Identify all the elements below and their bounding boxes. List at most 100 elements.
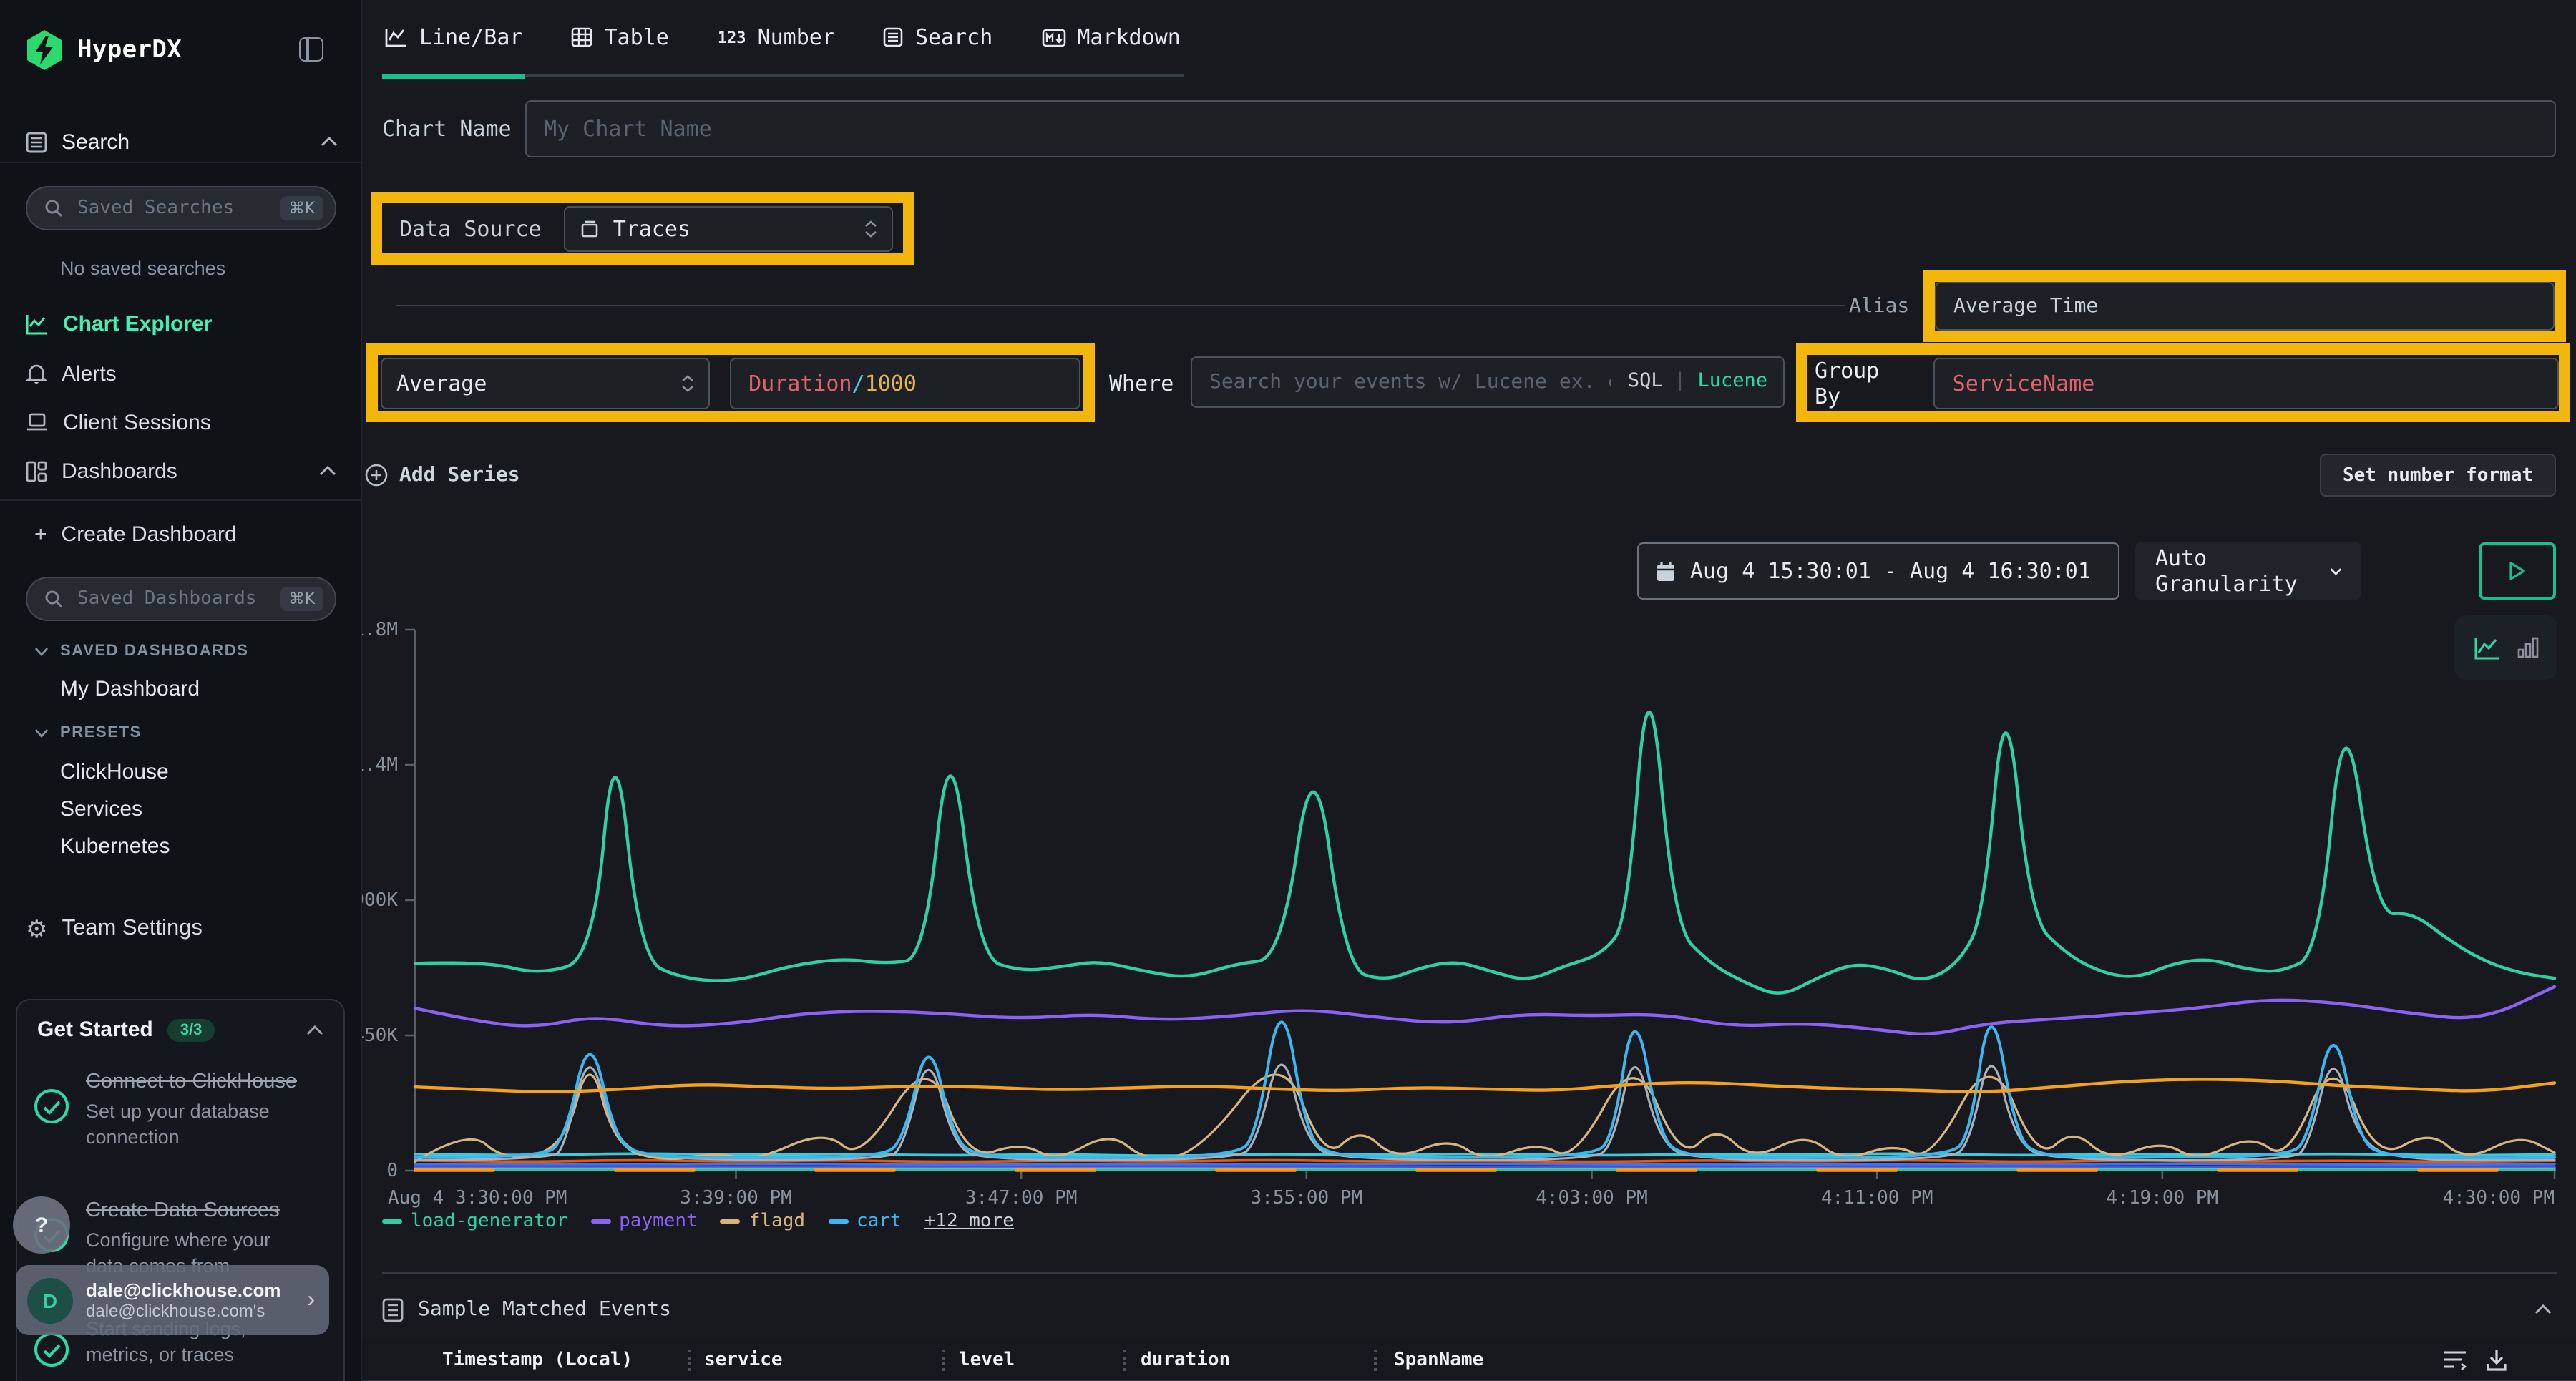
sidebar-item-dashboards[interactable]: Dashboards [0, 452, 362, 489]
sidebar-item-label: Chart Explorer [63, 311, 212, 336]
help-button[interactable]: ? [13, 1196, 70, 1254]
user-team: dale@clickhouse.com's [86, 1301, 294, 1321]
get-started-step-1[interactable]: Connect to ClickHouse Set up your databa… [34, 1069, 328, 1149]
chevron-up-icon[interactable] [306, 1024, 323, 1035]
data-source-select[interactable]: Traces [565, 205, 894, 251]
saved-searches-input[interactable] [74, 196, 269, 220]
preset-link-services[interactable]: Services [60, 797, 142, 821]
svg-text:3:47:00 PM: 3:47:00 PM [965, 1187, 1078, 1209]
get-started-progress-badge: 3/3 [167, 1018, 215, 1041]
hyperdx-app: HyperDX Search ⌘K No saved searches [0, 0, 2576, 1381]
divider [0, 162, 362, 163]
plus-icon: + [34, 522, 47, 547]
select-updown-icon [865, 220, 878, 237]
chevron-down-icon [34, 728, 49, 738]
user-menu[interactable]: D dale@clickhouse.com dale@clickhouse.co… [16, 1265, 329, 1335]
legend-swatch [590, 1219, 610, 1224]
legend-more-link[interactable]: +12 more [924, 1211, 1014, 1232]
search-icon [44, 590, 63, 608]
sidebar-item-label: Alerts [62, 361, 117, 386]
run-query-button[interactable] [2479, 542, 2556, 600]
tab-number[interactable]: 123 Number [715, 0, 838, 79]
svg-text:Aug 4 3:30:00 PM: Aug 4 3:30:00 PM [388, 1187, 567, 1209]
saved-dashboards-input[interactable] [74, 587, 269, 611]
column-header-level[interactable]: level [959, 1339, 1015, 1381]
svg-text:900K: 900K [362, 889, 398, 911]
logo[interactable]: HyperDX [26, 29, 338, 72]
svg-text:4:03:00 PM: 4:03:00 PM [1536, 1187, 1648, 1209]
saved-searches-search[interactable]: ⌘K [26, 186, 336, 230]
shortcut-badge: ⌘K [280, 587, 323, 611]
saved-dashboards-search[interactable]: ⌘K [26, 577, 336, 621]
group-by-highlight: Group By [1796, 343, 2570, 422]
column-header-spanname[interactable]: SpanName [1394, 1339, 1483, 1381]
chart-name-label: Chart Name [382, 116, 512, 142]
group-saved-dashboards[interactable]: SAVED DASHBOARDS [34, 643, 249, 660]
sidebar-item-alerts[interactable]: Alerts [0, 355, 362, 392]
svg-text:3:55:00 PM: 3:55:00 PM [1251, 1187, 1363, 1209]
column-resize-handle[interactable] [1123, 1350, 1126, 1371]
group-by-input[interactable] [1934, 357, 2559, 409]
avatar: D [27, 1277, 73, 1323]
legend-item-flagd[interactable]: flagd [721, 1211, 805, 1232]
tab-markdown[interactable]: Markdown [1038, 0, 1184, 79]
legend-item-load-generator[interactable]: load-generator [382, 1211, 567, 1232]
hyperdx-logo-icon [26, 30, 63, 70]
data-source-label: Data Source [399, 215, 542, 241]
divider [396, 305, 1845, 306]
column-header-service[interactable]: service [704, 1339, 783, 1381]
shortcut-badge: ⌘K [280, 196, 323, 220]
preset-link-kubernetes[interactable]: Kubernetes [60, 834, 170, 859]
column-header-timestamp[interactable]: Timestamp (Local) [442, 1339, 633, 1381]
play-icon [2509, 561, 2526, 581]
column-resize-handle[interactable] [688, 1350, 691, 1371]
tab-search[interactable]: Search [881, 0, 995, 79]
column-header-duration[interactable]: duration [1141, 1339, 1230, 1381]
legend-swatch [828, 1219, 848, 1224]
column-resize-handle[interactable] [942, 1350, 945, 1371]
tab-table[interactable]: Table [569, 0, 672, 79]
time-series-chart[interactable]: 0450K900K1.4M1.8MAug 4 3:30:00 PM3:39:00… [362, 608, 2576, 1209]
dashboard-link-my-dashboard[interactable]: My Dashboard [60, 677, 200, 701]
step-desc: Set up your database connection [86, 1099, 301, 1149]
sidebar-section-search[interactable]: Search [26, 126, 338, 157]
collapse-sidebar-icon[interactable] [299, 37, 323, 62]
sidebar-item-client-sessions[interactable]: Client Sessions [0, 404, 362, 441]
time-range-picker[interactable]: Aug 4 15:30:01 - Aug 4 16:30:01 [1637, 542, 2119, 600]
preset-link-clickhouse[interactable]: ClickHouse [60, 760, 169, 784]
set-number-format-button[interactable]: Set number format [2320, 454, 2556, 497]
events-list-icon [382, 1297, 404, 1322]
chart-legend: load-generator payment flagd cart +12 mo… [382, 1211, 1014, 1232]
add-series-button[interactable]: Add Series [365, 464, 520, 487]
svg-text:1.4M: 1.4M [362, 754, 398, 776]
group-presets[interactable]: PRESETS [34, 724, 142, 741]
legend-item-cart[interactable]: cart [828, 1211, 902, 1232]
field-expression-input[interactable]: Duration/1000 [730, 357, 1080, 409]
create-dashboard-button[interactable]: +Create Dashboard [34, 522, 237, 547]
sidebar-item-chart-explorer[interactable]: Chart Explorer [0, 305, 362, 342]
wrap-text-icon[interactable] [2443, 1350, 2469, 1371]
granularity-select[interactable]: Auto Granularity [2135, 542, 2361, 600]
sidebar-item-team-settings[interactable]: ⚙ Team Settings [0, 910, 362, 947]
get-started-title: Get Started [37, 1018, 153, 1042]
aggregation-select[interactable]: Average [381, 357, 710, 409]
column-resize-handle[interactable] [1374, 1350, 1377, 1371]
tab-line-bar[interactable]: Line/Bar [382, 0, 526, 79]
step-title: Connect to ClickHouse [86, 1069, 301, 1095]
sidebar-item-label: Client Sessions [63, 410, 211, 434]
svg-text:3:39:00 PM: 3:39:00 PM [680, 1187, 792, 1209]
chevron-up-icon[interactable] [2534, 1304, 2552, 1315]
query-language-toggle[interactable]: SQL | Lucene [1628, 369, 1767, 392]
chart-name-input[interactable] [525, 100, 2556, 157]
step-title: Create Data Sources [86, 1198, 301, 1224]
dashboards-icon [26, 460, 47, 482]
legend-item-payment[interactable]: payment [590, 1211, 698, 1232]
svg-text:4:19:00 PM: 4:19:00 PM [2107, 1187, 2219, 1209]
download-icon[interactable] [2486, 1348, 2507, 1372]
alias-input[interactable] [1935, 282, 2555, 331]
select-updown-icon [681, 374, 694, 391]
sample-events-header[interactable]: Sample Matched Events [382, 1292, 2557, 1327]
main-content: Line/Bar Table 123 Number [362, 0, 2576, 1381]
svg-text:450K: 450K [362, 1025, 398, 1046]
chevron-down-icon [2329, 566, 2341, 576]
